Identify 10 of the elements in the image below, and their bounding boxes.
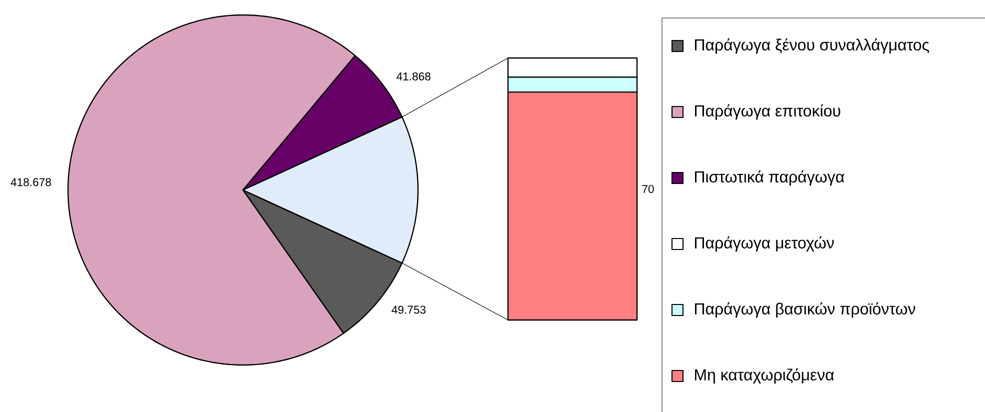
legend-label: Παράγωγα επιτοκίου [695,104,840,120]
data-label: 49.753 [392,306,426,314]
legend-label: Παράγωγα βασικών προϊόντων [695,302,916,318]
legend-label: Παράγωγα ξένου συναλλάγματος [695,38,930,54]
data-label: 418.678 [10,178,51,186]
data-label: 41.868 [396,72,430,80]
legend-label: Μη καταχωριζόμενα [695,368,834,384]
legend-label: Παράγωγα μετοχών [695,236,834,252]
legend-label: Πιστωτικά παράγωγα [695,170,844,186]
text: 70 [642,184,654,194]
